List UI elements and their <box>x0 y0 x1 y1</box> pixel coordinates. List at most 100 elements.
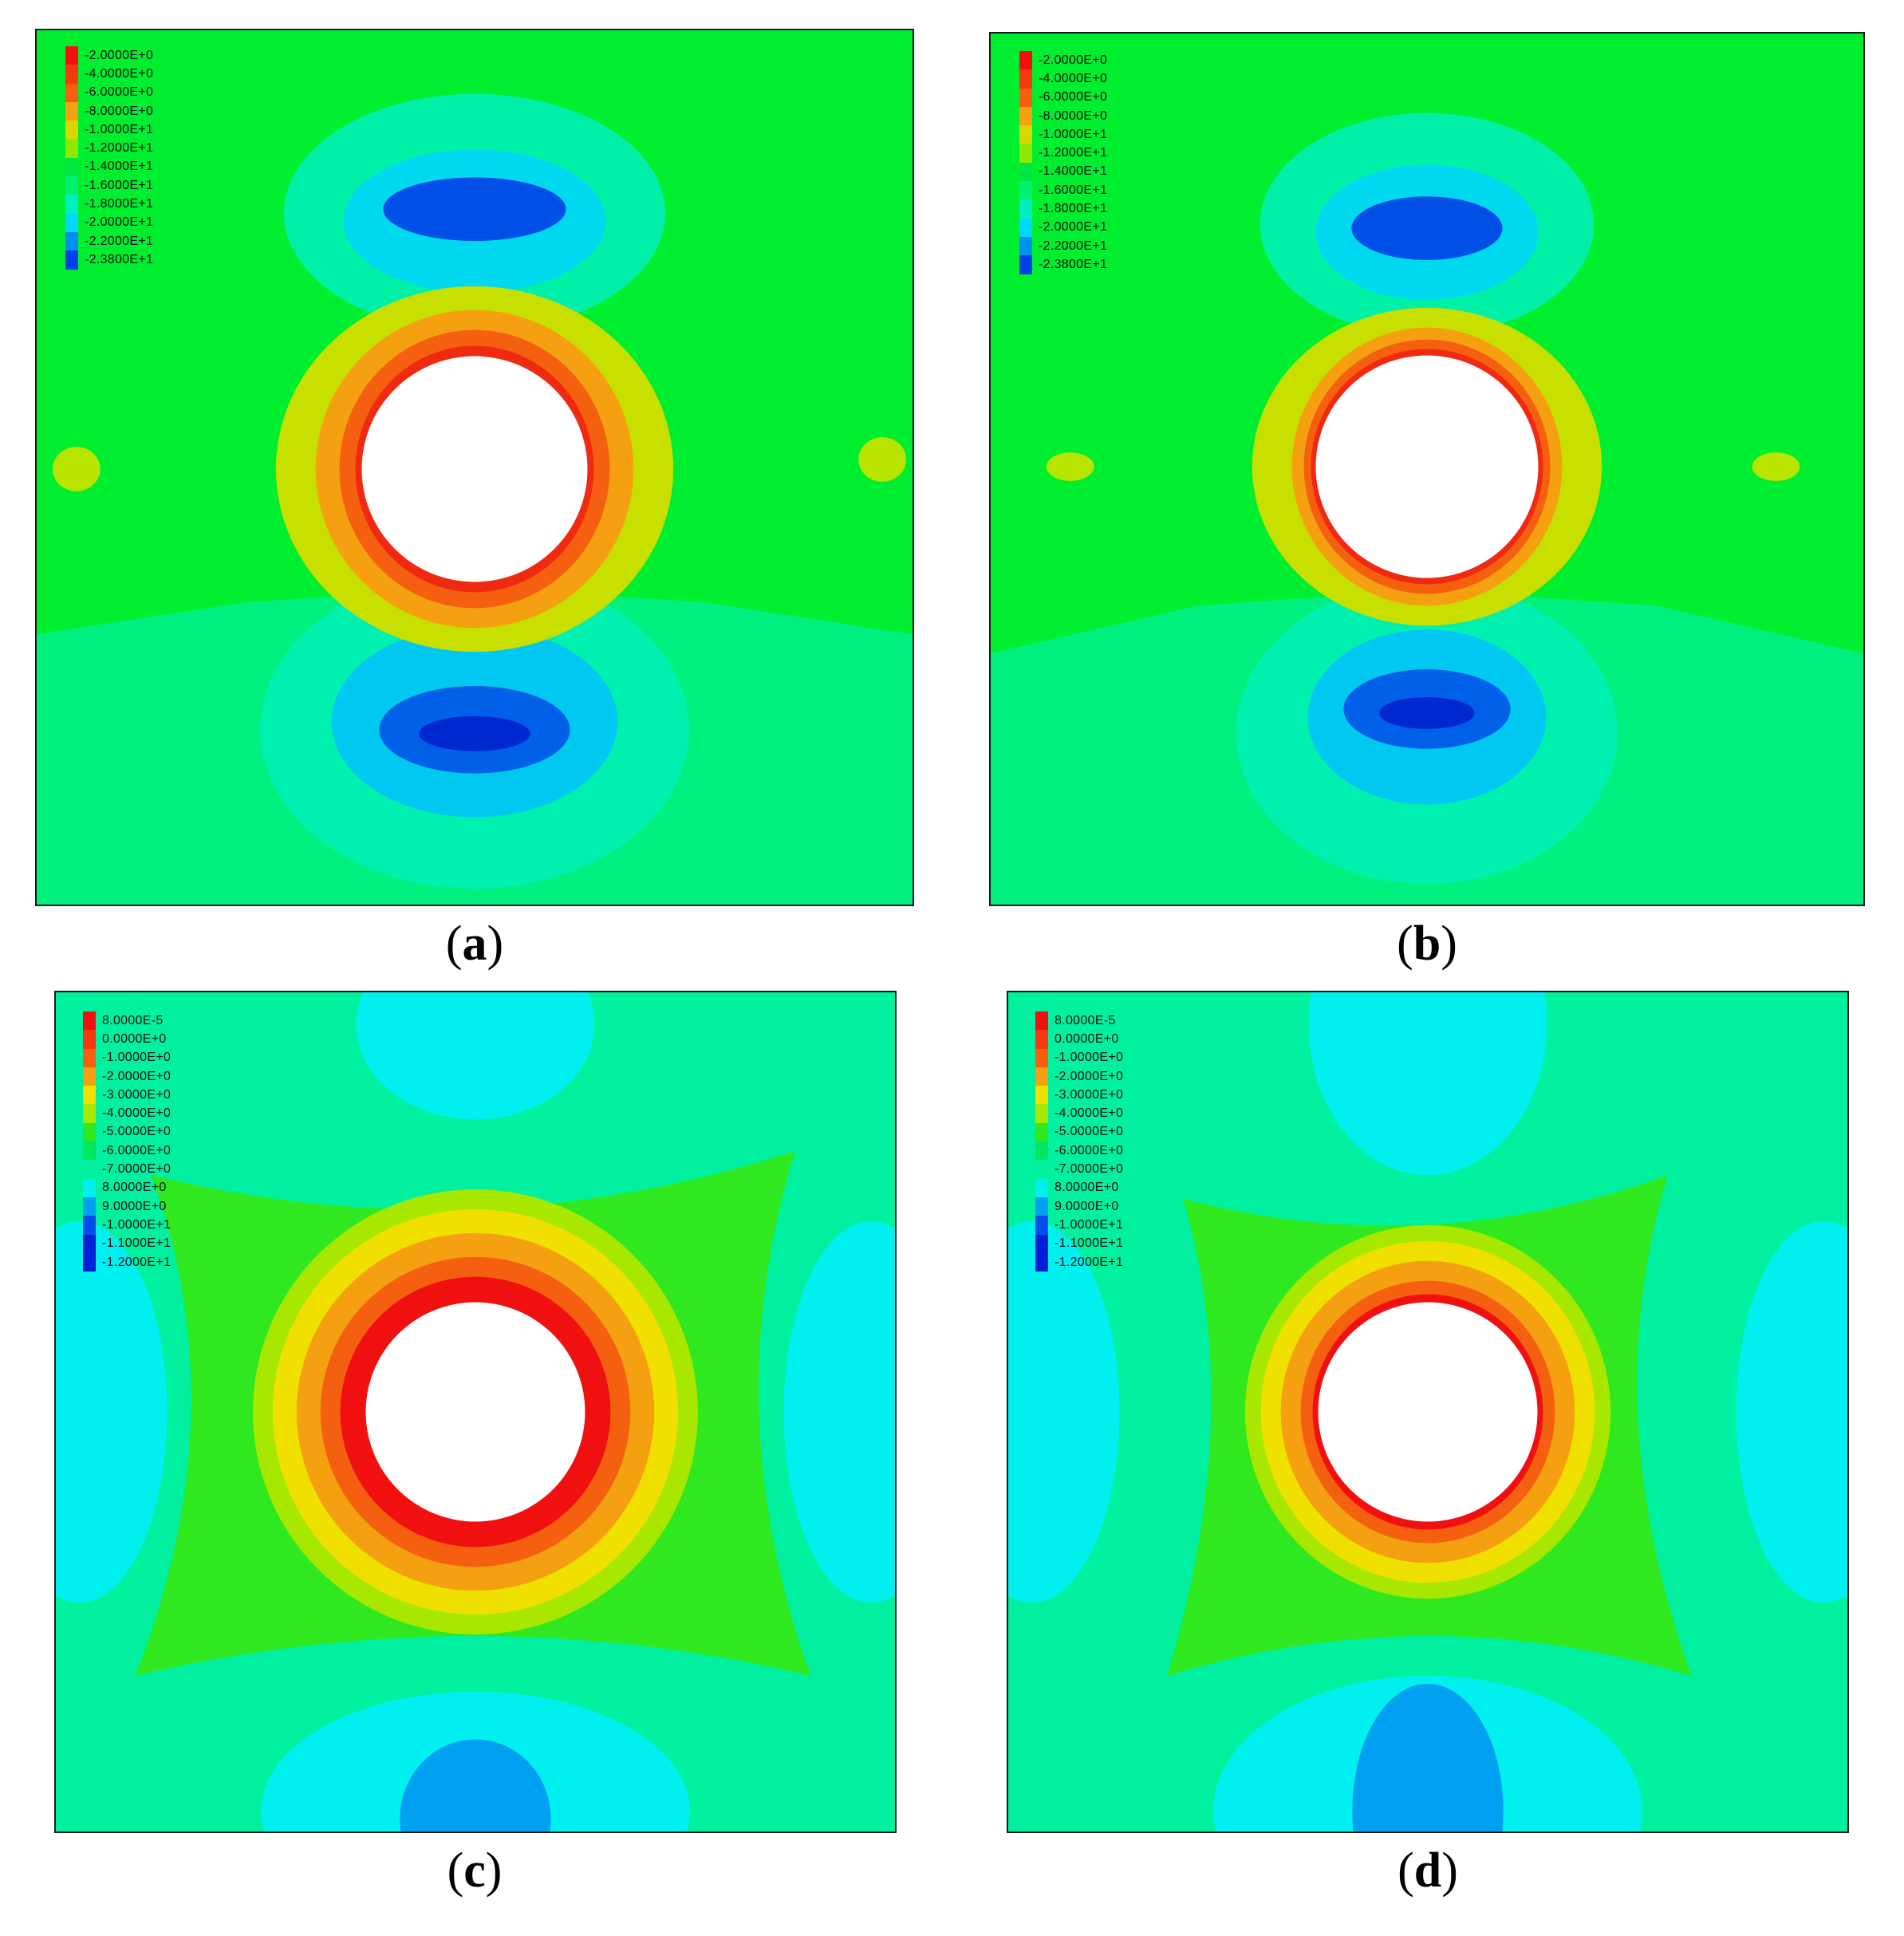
contour-plot-b: -2.0000E+0 -4.0000E+0 -6.0000E+0 -8.0000E+0… <box>989 32 1865 906</box>
legend-entry: 9.0000E+0 <box>1035 1197 1123 1216</box>
legend-label: -2.0000E+0 <box>1039 53 1108 67</box>
legend-entry: -1.2000E+1 <box>1035 1252 1123 1272</box>
legend-entry: -1.8000E+1 <box>65 195 154 214</box>
legend-swatch <box>1019 236 1032 256</box>
legend-entry: -1.0000E+1 <box>83 1216 171 1235</box>
legend-swatch <box>1035 1197 1048 1216</box>
legend-swatch <box>1035 1160 1048 1179</box>
legend-label: -3.0000E+0 <box>1054 1087 1124 1102</box>
legend-label: -2.3800E+1 <box>1039 257 1108 271</box>
legend-swatch <box>83 1216 96 1235</box>
legend-label: -8.0000E+0 <box>85 104 154 118</box>
legend-swatch <box>83 1178 96 1197</box>
legend-swatch <box>1019 106 1032 126</box>
contour-field-a <box>37 93 913 905</box>
legend-swatch <box>65 231 78 251</box>
legend-swatch <box>83 1141 96 1161</box>
legend-swatch <box>1019 51 1032 70</box>
legend-entry: -1.0000E+1 <box>65 120 154 140</box>
legend-swatch <box>83 1234 96 1253</box>
legend-entry: -2.0000E+0 <box>65 46 153 65</box>
legend-entry: -1.1000E+1 <box>1035 1234 1124 1253</box>
legend-swatch <box>65 120 78 140</box>
legend-entry: -2.3800E+1 <box>1019 255 1107 274</box>
legend-entry: -4.0000E+0 <box>65 65 154 84</box>
legend-swatch <box>65 139 78 158</box>
legend-label: -2.0000E+0 <box>85 48 154 62</box>
legend-swatch <box>1035 1048 1048 1067</box>
legend-entry: -1.6000E+1 <box>65 176 153 195</box>
legend-label: -6.0000E+0 <box>1054 1143 1124 1157</box>
legend-label: -1.0000E+1 <box>85 122 154 136</box>
legend-entry: 8.0000E+0 <box>83 1178 171 1197</box>
legend-label: 8.0000E+0 <box>102 1181 167 1195</box>
legend-entry: 8.0000E+0 <box>1035 1178 1123 1197</box>
legend-entry: -2.0000E+0 <box>1035 1067 1123 1086</box>
legend-label: -2.2000E+1 <box>1039 239 1108 253</box>
legend-swatch <box>65 213 78 232</box>
caption-b: (b) <box>1397 917 1457 971</box>
contour-field-c <box>56 992 895 1832</box>
legend-entry: -6.0000E+0 <box>1019 88 1107 107</box>
legend-swatch <box>83 1122 96 1142</box>
legend-swatch <box>1019 144 1032 163</box>
legend-label: 0.0000E+0 <box>1054 1031 1119 1046</box>
legend-label: -1.1000E+1 <box>1054 1236 1124 1251</box>
legend-swatch <box>1035 1252 1048 1272</box>
legend-label: -1.2000E+1 <box>1039 146 1108 160</box>
legend-swatch <box>65 176 78 195</box>
legend-entry: 0.0000E+0 <box>1035 1030 1123 1049</box>
legend-swatch <box>1019 218 1032 237</box>
legend-entry: -1.0000E+1 <box>1035 1216 1124 1235</box>
legend-entry: -1.0000E+1 <box>1019 125 1107 144</box>
legend-label: -5.0000E+0 <box>1054 1125 1124 1139</box>
legend-swatch <box>65 250 78 270</box>
legend-label: 8.0000E-5 <box>1054 1013 1116 1027</box>
legend-entry: -2.3800E+1 <box>65 250 153 270</box>
legend-entry: 9.0000E+0 <box>83 1197 171 1216</box>
legend-label: -2.0000E+1 <box>85 215 154 230</box>
legend-entry: -2.2000E+1 <box>1019 236 1108 256</box>
legend-c: 8.0000E-5 0.0000E+0 -1.0000E+0 -2.0000E+0 -3… <box>83 1011 171 1272</box>
legend-entry: -1.8000E+1 <box>1019 199 1107 219</box>
legend-entry: -2.0000E+0 <box>1019 51 1108 70</box>
caption-c: (c) <box>447 1843 503 1898</box>
legend-swatch <box>1035 1216 1048 1235</box>
legend-entry: -1.0000E+0 <box>1035 1048 1124 1067</box>
legend-label: -4.0000E+0 <box>102 1106 171 1121</box>
legend-label: -1.6000E+1 <box>85 178 154 192</box>
legend-entry: -1.4000E+1 <box>65 157 154 177</box>
legend-entry: -1.6000E+1 <box>1019 181 1107 200</box>
legend-label: -1.8000E+1 <box>85 197 154 211</box>
legend-label: 8.0000E-5 <box>102 1013 164 1027</box>
legend-swatch <box>65 157 78 177</box>
legend-label: -1.0000E+1 <box>1054 1217 1124 1232</box>
legend-label: -8.0000E+0 <box>1039 108 1108 123</box>
legend-entry: -6.0000E+0 <box>1035 1141 1124 1161</box>
legend-label: -7.0000E+0 <box>102 1162 171 1177</box>
legend-swatch <box>83 1252 96 1272</box>
contour-plot-d: 8.0000E-5 0.0000E+0 -1.0000E+0 -2.0000E+0 -3… <box>1007 991 1849 1833</box>
contour-plot-c: 8.0000E-5 0.0000E+0 -1.0000E+0 -2.0000E+0 -3… <box>54 991 897 1833</box>
legend-swatch <box>83 1086 96 1105</box>
legend-entry: -4.0000E+0 <box>1035 1104 1123 1123</box>
caption-a: (a) <box>445 917 504 971</box>
legend-swatch <box>1019 88 1032 107</box>
legend-label: -1.0000E+0 <box>1054 1051 1124 1065</box>
legend-label: -6.0000E+0 <box>85 85 154 100</box>
legend-label: -1.4000E+1 <box>85 160 154 174</box>
legend-label: -7.0000E+0 <box>1054 1162 1124 1177</box>
legend-entry: -6.0000E+0 <box>83 1141 171 1161</box>
legend-swatch <box>1019 181 1032 200</box>
legend-b: -2.0000E+0 -4.0000E+0 -6.0000E+0 -8.0000E+0… <box>1019 51 1107 274</box>
legend-entry: -7.0000E+0 <box>1035 1160 1124 1179</box>
legend-label: -6.0000E+0 <box>102 1143 171 1157</box>
legend-entry: -8.0000E+0 <box>65 101 154 121</box>
legend-label: -4.0000E+0 <box>85 66 154 81</box>
legend-label: 8.0000E+0 <box>1054 1181 1119 1195</box>
legend-entry: -1.1000E+1 <box>83 1234 171 1253</box>
legend-swatch <box>1035 1086 1048 1105</box>
legend-entry: -1.0000E+0 <box>83 1048 171 1067</box>
legend-entry: -2.0000E+0 <box>83 1067 171 1086</box>
legend-entry: 8.0000E-5 <box>83 1011 171 1031</box>
